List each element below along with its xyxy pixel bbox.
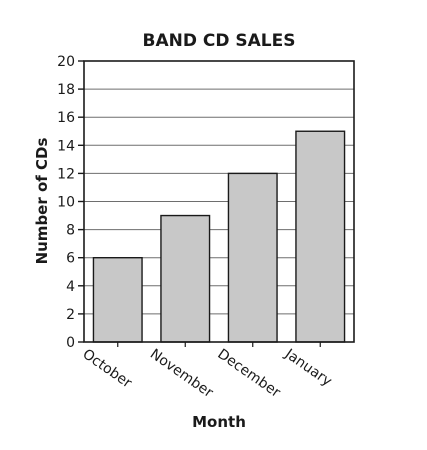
y-tick-label: 2 [66, 307, 75, 323]
bar-january [295, 130, 346, 343]
bar-november [160, 214, 211, 343]
bar-october [92, 257, 143, 343]
y-axis-label: Number of CDs [33, 138, 51, 265]
y-tick-label: 14 [57, 138, 75, 154]
chart-title: BAND CD SALES [143, 31, 296, 51]
y-axis-ticks: 0 2 4 6 8 10 12 14 16 18 20 [57, 54, 84, 351]
y-tick-label: 16 [57, 110, 75, 126]
y-tick-label: 12 [57, 166, 75, 182]
bar-december [227, 172, 278, 343]
x-category-label: October [79, 346, 134, 391]
bars [92, 130, 346, 343]
plot-frame [83, 60, 355, 343]
y-tick-label: 10 [57, 195, 75, 211]
y-tick-label: 0 [66, 335, 75, 351]
y-tick-label: 20 [57, 54, 75, 70]
x-axis-label: Month [192, 413, 246, 431]
y-tick-label: 18 [57, 82, 75, 98]
x-category-label: January [281, 346, 334, 390]
y-tick-label: 4 [66, 279, 75, 295]
y-tick-label: 6 [66, 251, 75, 267]
y-tick-label: 8 [66, 223, 75, 239]
x-category-label: December [214, 346, 283, 401]
x-category-label: November [147, 346, 216, 401]
